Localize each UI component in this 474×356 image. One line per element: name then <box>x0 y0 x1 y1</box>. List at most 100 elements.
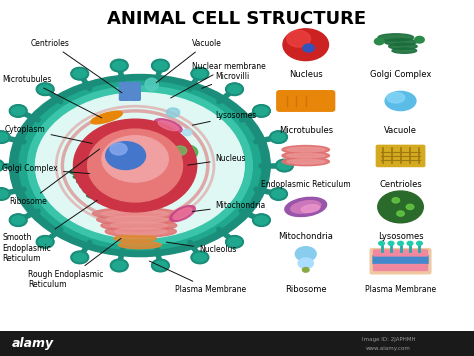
Ellipse shape <box>110 222 167 229</box>
Ellipse shape <box>73 119 197 212</box>
Circle shape <box>36 236 54 248</box>
Text: ANIMAL CELL STRUCTURE: ANIMAL CELL STRUCTURE <box>108 10 366 28</box>
Ellipse shape <box>80 182 112 190</box>
Ellipse shape <box>87 188 109 193</box>
Text: Vacuole: Vacuole <box>156 38 222 83</box>
Text: Golgi Complex: Golgi Complex <box>370 69 431 79</box>
Text: Mitochondria: Mitochondria <box>192 201 266 211</box>
Ellipse shape <box>83 184 108 188</box>
Circle shape <box>111 59 128 72</box>
Circle shape <box>191 68 209 80</box>
Circle shape <box>19 81 261 250</box>
Circle shape <box>31 89 249 242</box>
Text: Ribosome: Ribosome <box>285 285 327 294</box>
Ellipse shape <box>76 178 111 185</box>
Circle shape <box>303 44 314 52</box>
Ellipse shape <box>389 43 417 49</box>
Ellipse shape <box>145 78 158 91</box>
Ellipse shape <box>73 170 107 174</box>
Text: Microtubules: Microtubules <box>279 126 333 135</box>
Ellipse shape <box>287 159 325 164</box>
Ellipse shape <box>86 192 112 199</box>
Ellipse shape <box>378 34 413 41</box>
Circle shape <box>226 83 243 95</box>
Ellipse shape <box>88 129 182 202</box>
Text: Plasma Membrane: Plasma Membrane <box>365 285 436 294</box>
Circle shape <box>166 108 180 117</box>
Circle shape <box>398 241 403 245</box>
Circle shape <box>9 74 270 257</box>
Ellipse shape <box>80 179 108 184</box>
Circle shape <box>152 59 169 72</box>
Ellipse shape <box>392 48 417 53</box>
Circle shape <box>182 129 192 136</box>
FancyBboxPatch shape <box>277 91 335 111</box>
Ellipse shape <box>97 214 177 225</box>
Text: Centrioles: Centrioles <box>379 180 422 189</box>
FancyBboxPatch shape <box>370 248 431 274</box>
Text: Rough Endoplasmic
Reticulum: Rough Endoplasmic Reticulum <box>28 239 121 289</box>
Text: Lysosomes: Lysosomes <box>378 232 423 241</box>
Ellipse shape <box>115 228 167 235</box>
Text: Vacuole: Vacuole <box>384 126 417 135</box>
Circle shape <box>276 159 293 172</box>
Circle shape <box>71 251 88 263</box>
Ellipse shape <box>301 205 320 213</box>
Ellipse shape <box>287 147 325 152</box>
Ellipse shape <box>287 153 325 158</box>
Circle shape <box>270 131 287 143</box>
Ellipse shape <box>291 201 321 213</box>
Text: Microvilli: Microvilli <box>201 72 250 88</box>
FancyBboxPatch shape <box>373 255 428 264</box>
Text: Centrioles: Centrioles <box>31 38 122 93</box>
Circle shape <box>392 198 400 203</box>
Text: Image ID: 2JAPHMH: Image ID: 2JAPHMH <box>362 337 416 342</box>
Text: Nucleus: Nucleus <box>289 69 323 79</box>
Circle shape <box>397 211 404 216</box>
Circle shape <box>36 83 54 95</box>
Circle shape <box>110 143 127 155</box>
FancyBboxPatch shape <box>374 250 428 256</box>
Text: Mitochondria: Mitochondria <box>278 232 333 241</box>
Circle shape <box>106 142 146 169</box>
Ellipse shape <box>155 119 182 133</box>
Ellipse shape <box>91 111 122 124</box>
Circle shape <box>270 188 287 200</box>
Text: Endoplasmic Reticulum: Endoplasmic Reticulum <box>261 180 351 189</box>
Ellipse shape <box>118 241 161 248</box>
Circle shape <box>417 241 422 245</box>
Circle shape <box>100 189 109 195</box>
Circle shape <box>287 31 310 47</box>
Ellipse shape <box>105 226 176 237</box>
Text: Microtubules: Microtubules <box>2 75 102 118</box>
Ellipse shape <box>101 220 177 231</box>
Circle shape <box>298 258 313 268</box>
Text: Plasma Membrane: Plasma Membrane <box>149 261 246 294</box>
Ellipse shape <box>70 168 110 176</box>
Text: Cytoplasm: Cytoplasm <box>5 125 92 143</box>
Text: Golgi Complex: Golgi Complex <box>2 164 90 174</box>
Circle shape <box>253 214 270 226</box>
Circle shape <box>71 68 88 80</box>
Circle shape <box>374 38 384 45</box>
FancyBboxPatch shape <box>130 83 140 100</box>
Circle shape <box>0 159 4 172</box>
FancyBboxPatch shape <box>119 83 130 100</box>
Ellipse shape <box>92 208 178 219</box>
Circle shape <box>407 241 413 245</box>
Ellipse shape <box>170 205 195 221</box>
Ellipse shape <box>114 235 156 242</box>
Ellipse shape <box>387 92 405 103</box>
Ellipse shape <box>384 39 417 45</box>
FancyBboxPatch shape <box>374 265 428 271</box>
Ellipse shape <box>73 173 110 180</box>
Text: Smooth
Endoplasmic
Reticulum: Smooth Endoplasmic Reticulum <box>2 200 97 263</box>
Ellipse shape <box>96 125 127 134</box>
Circle shape <box>378 191 423 223</box>
Ellipse shape <box>282 151 329 160</box>
Text: Lysosomes: Lysosomes <box>192 111 257 125</box>
Text: Nucleus: Nucleus <box>188 155 246 165</box>
Text: Nucleolus: Nucleolus <box>166 242 237 255</box>
Circle shape <box>191 251 209 263</box>
Text: Nuclear membrane: Nuclear membrane <box>171 62 266 98</box>
